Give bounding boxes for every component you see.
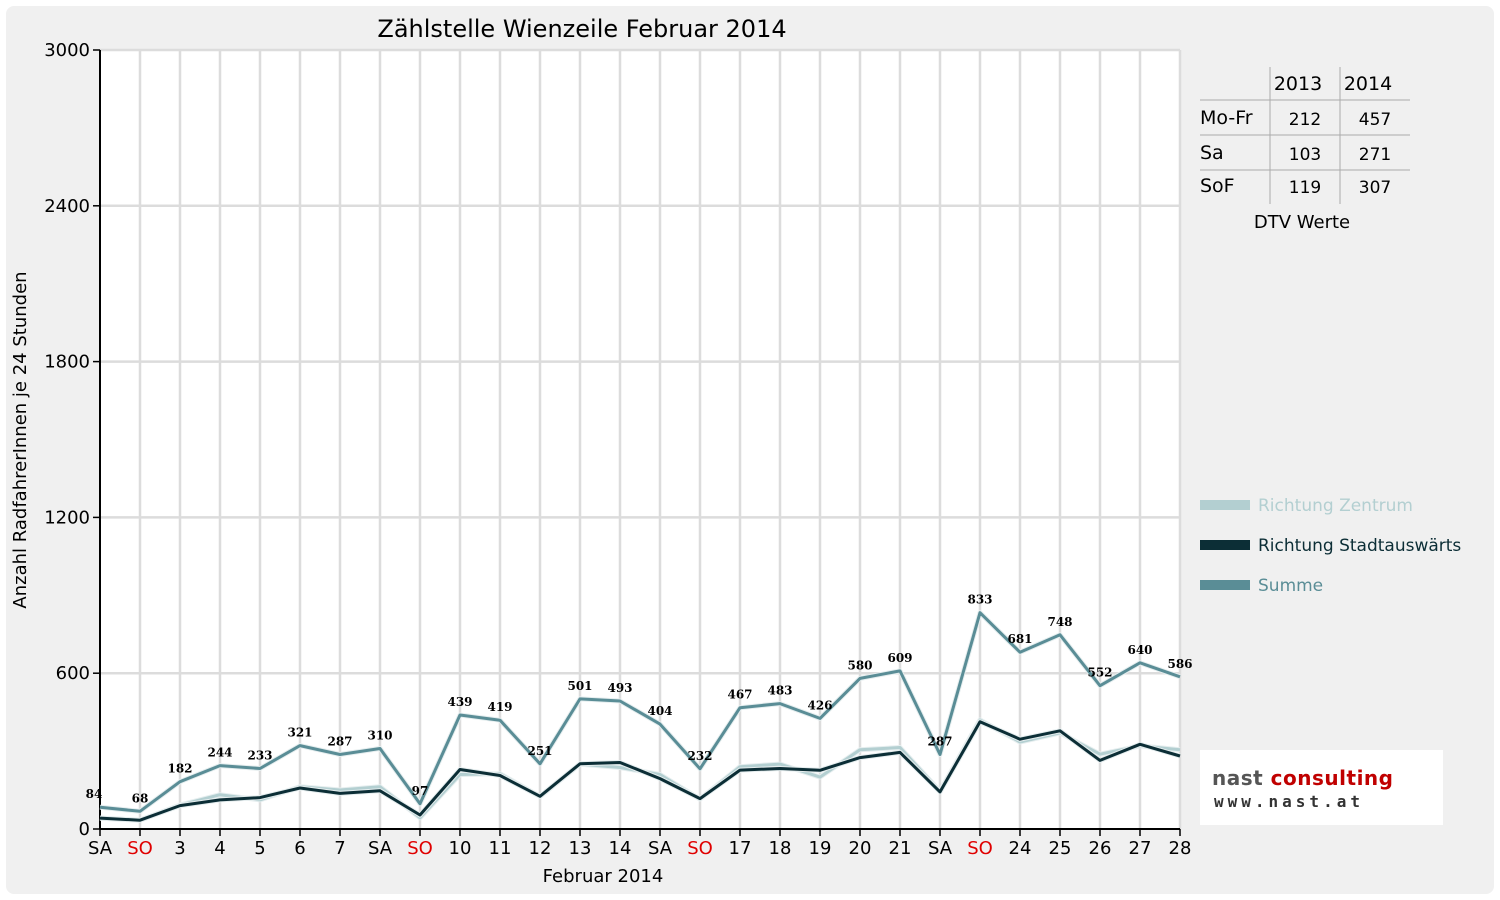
x-tick-label: 25 (1049, 838, 1072, 859)
x-tick-label: SO (687, 838, 713, 859)
data-label: 552 (1087, 666, 1112, 680)
data-label: 321 (287, 726, 312, 740)
legend-label: Summe (1258, 576, 1323, 596)
y-axis-title: Anzahl RadfahrerInnen je 24 Stunden (10, 271, 31, 608)
x-tick-label: 14 (609, 838, 632, 859)
data-label: 439 (447, 695, 472, 709)
x-axis-title: Februar 2014 (543, 866, 664, 887)
data-label: 287 (327, 734, 352, 748)
data-label: 419 (487, 700, 512, 714)
data-label: 493 (607, 681, 632, 695)
data-label: 232 (687, 749, 712, 763)
data-label: 681 (1007, 632, 1032, 646)
legend-swatch (1200, 540, 1250, 550)
data-label: 426 (807, 698, 832, 712)
x-tick-label: 28 (1169, 838, 1192, 859)
x-tick-label: SO (967, 838, 993, 859)
series-line-3 (99, 611, 1181, 813)
data-label: 287 (927, 734, 952, 748)
logo-name-part1: nast (1212, 766, 1264, 790)
table-caption: DTV Werte (1254, 212, 1350, 233)
x-tick-label: SA (368, 838, 393, 859)
legend-swatch (1200, 500, 1250, 510)
table-cell-2014: 307 (1359, 178, 1391, 198)
table-cell-2014: 457 (1359, 110, 1391, 130)
x-tick-label: 17 (729, 838, 752, 859)
x-tick-label: 18 (769, 838, 792, 859)
x-tick-label: 11 (489, 838, 512, 859)
data-label: 467 (727, 688, 752, 702)
series-line-2 (99, 720, 1181, 822)
table-row-label: SoF (1200, 175, 1235, 197)
x-tick-label: SA (648, 838, 673, 859)
data-label: 580 (847, 658, 872, 672)
x-tick-label: 12 (529, 838, 552, 859)
x-tick-label: 26 (1089, 838, 1112, 859)
x-tick-label: 21 (889, 838, 912, 859)
x-tick-label: 27 (1129, 838, 1152, 859)
logo-wordmark: nast consulting (1212, 766, 1393, 790)
data-label: 251 (527, 744, 552, 758)
y-tick-label: 1200 (44, 507, 90, 528)
data-label: 501 (567, 679, 592, 693)
logo-name-part2: consulting (1270, 766, 1394, 790)
x-tick-label: 10 (449, 838, 472, 859)
y-tick-label: 3000 (44, 40, 90, 61)
data-label: 833 (967, 593, 992, 607)
x-tick-label: SO (407, 838, 433, 859)
table-row-label: Mo-Fr (1200, 107, 1253, 129)
data-label: 640 (1127, 643, 1152, 657)
x-tick-label: 3 (174, 838, 185, 859)
y-tick-label: 2400 (44, 196, 90, 217)
data-label: 182 (167, 762, 192, 776)
y-tick-label: 600 (56, 663, 90, 684)
x-tick-label: 13 (569, 838, 592, 859)
x-tick-label: 4 (214, 838, 225, 859)
data-label: 84 (86, 787, 103, 801)
table-header-2013: 2013 (1274, 73, 1322, 95)
x-tick-label: 20 (849, 838, 872, 859)
chart-title: Zählstelle Wienzeile Februar 2014 (377, 15, 786, 43)
data-label: 244 (207, 746, 232, 760)
data-label: 233 (247, 748, 272, 762)
x-tick-label: 7 (334, 838, 345, 859)
x-tick-label: 24 (1009, 838, 1032, 859)
data-label: 483 (767, 684, 792, 698)
x-tick-label: SA (928, 838, 953, 859)
legend-swatch (1200, 580, 1250, 590)
table-row-label: Sa (1200, 142, 1224, 164)
legend-label: Richtung Stadtauswärts (1258, 536, 1461, 556)
table-cell-2013: 103 (1289, 145, 1321, 165)
data-label: 404 (647, 704, 672, 718)
x-tick-label: 5 (254, 838, 265, 859)
x-tick-label: SA (88, 838, 113, 859)
table-cell-2013: 212 (1289, 110, 1321, 130)
data-label: 68 (132, 791, 149, 805)
x-tick-label: 19 (809, 838, 832, 859)
table-cell-2013: 119 (1289, 178, 1321, 198)
data-label: 97 (412, 784, 429, 798)
x-tick-label: 6 (294, 838, 305, 859)
data-label: 748 (1047, 615, 1072, 629)
table-cell-2014: 271 (1359, 145, 1391, 165)
data-label: 609 (887, 651, 912, 665)
data-label: 586 (1167, 657, 1192, 671)
y-tick-label: 1800 (44, 352, 90, 373)
y-tick-label: 0 (79, 819, 90, 840)
plot-area (100, 50, 1180, 829)
x-tick-label: SO (127, 838, 153, 859)
logo-website: www.nast.at (1214, 792, 1364, 811)
data-label: 310 (367, 729, 392, 743)
company-logo: nast consulting www.nast.at (1200, 750, 1443, 825)
table-header-2014: 2014 (1344, 73, 1392, 95)
legend-label: Richtung Zentrum (1258, 496, 1413, 516)
